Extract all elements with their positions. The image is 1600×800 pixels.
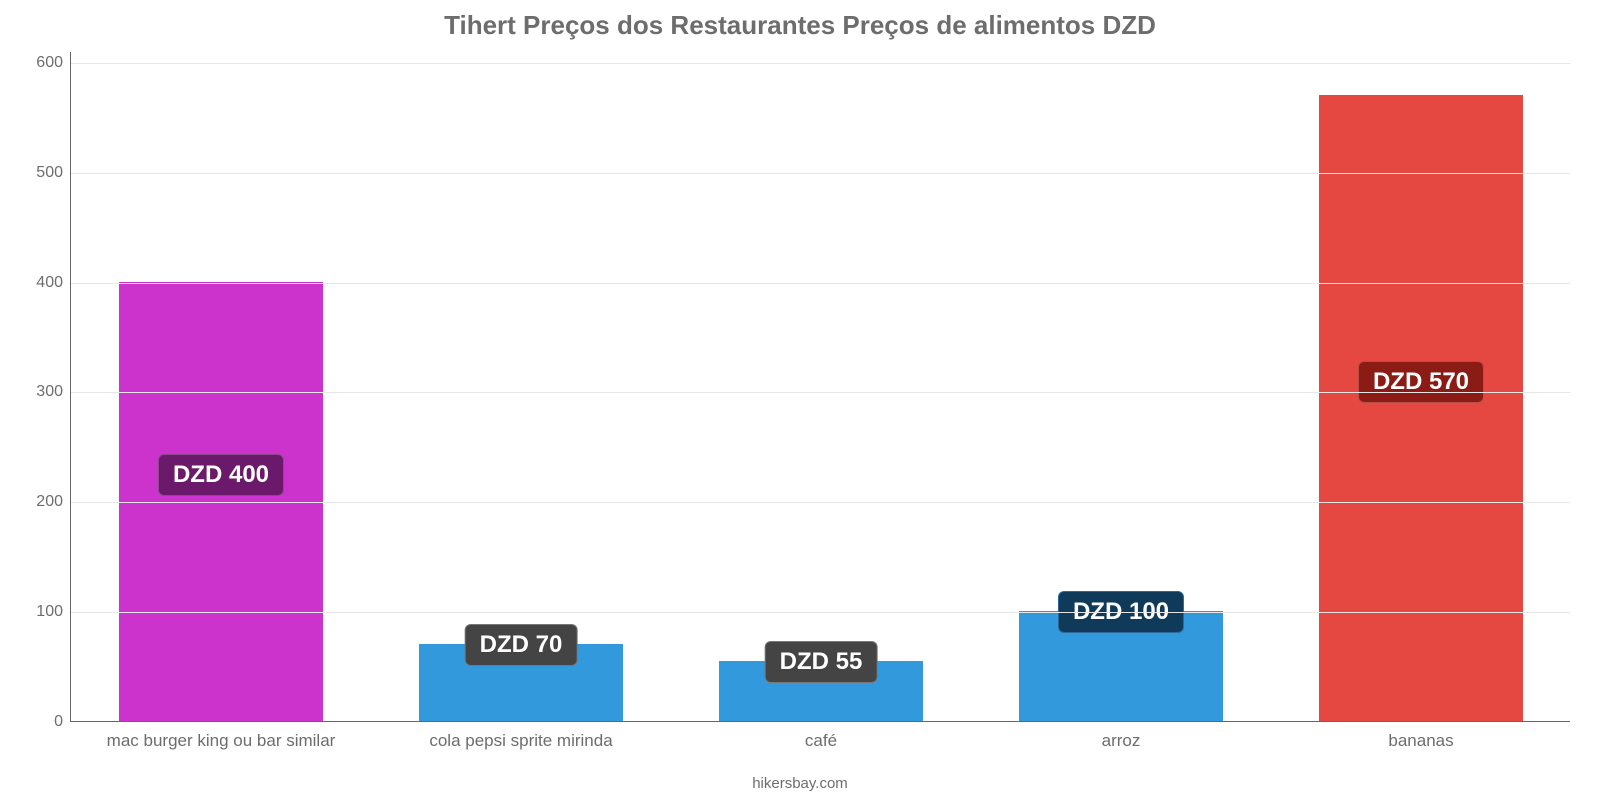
gridline xyxy=(71,173,1570,174)
y-tick-label: 200 xyxy=(36,493,71,511)
x-tick-label: cola pepsi sprite mirinda xyxy=(429,721,612,751)
bar xyxy=(1319,95,1523,721)
value-badge: DZD 400 xyxy=(158,454,284,496)
y-tick-label: 400 xyxy=(36,274,71,292)
bars-layer: DZD 400DZD 70DZD 55DZD 100DZD 570 xyxy=(71,52,1570,721)
x-tick-label: arroz xyxy=(1102,721,1141,751)
gridline xyxy=(71,63,1570,64)
bar-slot xyxy=(371,52,671,721)
attribution-text: hikersbay.com xyxy=(0,775,1600,792)
x-tick-label: café xyxy=(805,721,837,751)
chart-title: Tihert Preços dos Restaurantes Preços de… xyxy=(0,10,1600,41)
gridline xyxy=(71,392,1570,393)
y-tick-label: 500 xyxy=(36,164,71,182)
value-badge: DZD 55 xyxy=(765,641,878,683)
plot-area: DZD 400DZD 70DZD 55DZD 100DZD 570 010020… xyxy=(70,52,1570,722)
y-tick-label: 0 xyxy=(54,713,71,731)
x-tick-label: bananas xyxy=(1388,721,1453,751)
y-tick-label: 100 xyxy=(36,603,71,621)
chart-container: Tihert Preços dos Restaurantes Preços de… xyxy=(0,0,1600,800)
y-tick-label: 600 xyxy=(36,54,71,72)
value-badge: DZD 570 xyxy=(1358,361,1484,403)
gridline xyxy=(71,502,1570,503)
y-tick-label: 300 xyxy=(36,383,71,401)
x-tick-label: mac burger king ou bar similar xyxy=(107,721,336,751)
value-badge: DZD 70 xyxy=(465,624,578,666)
gridline xyxy=(71,612,1570,613)
bar-slot xyxy=(671,52,971,721)
gridline xyxy=(71,283,1570,284)
